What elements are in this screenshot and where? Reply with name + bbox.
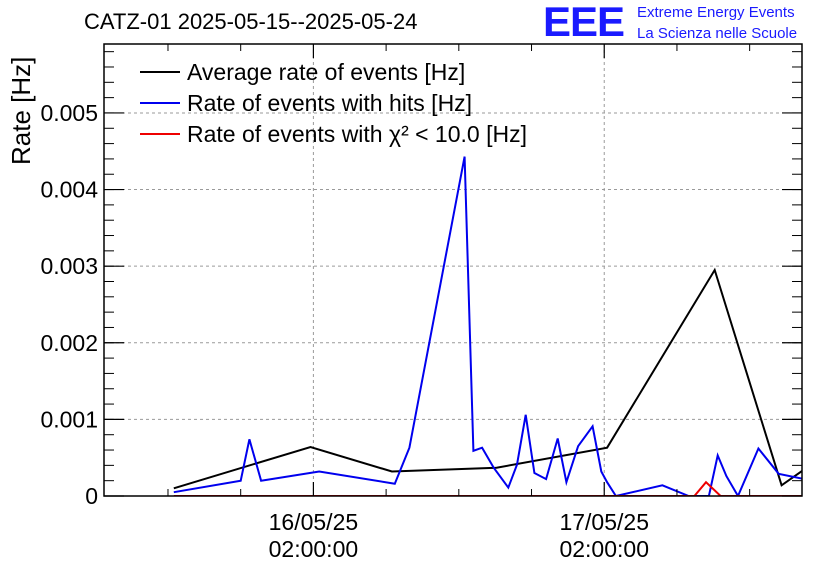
legend-label-1: Average rate of events [Hz]: [187, 59, 465, 85]
legend-label-2: Rate of events with hits [Hz]: [187, 90, 472, 116]
series-line-3: [173, 480, 802, 496]
eee-logo-mark: EEE: [543, 0, 625, 45]
y-tick-label: 0.004: [40, 177, 98, 203]
axis-ticks: [104, 44, 802, 497]
x-tick-label-date: 17/05/25: [559, 509, 649, 535]
series-line-1: [173, 267, 802, 490]
y-axis-label: Rate [Hz]: [6, 57, 36, 165]
plot-frame: [103, 43, 803, 497]
logo-line-1: Extreme Energy Events: [637, 4, 795, 21]
y-tick-label: 0.005: [40, 100, 98, 126]
chart-title: CATZ-01 2025-05-15--2025-05-24: [84, 9, 418, 34]
x-tick-label-time: 02:00:00: [269, 536, 359, 562]
y-tick-label: 0.002: [40, 330, 98, 356]
x-tick-label-date: 16/05/25: [269, 509, 359, 535]
x-tick-label-time: 02:00:00: [559, 536, 649, 562]
logo-line-2: La Scienza nelle Scuole: [637, 25, 798, 42]
y-tick-label: 0: [85, 483, 98, 509]
axis-labels: 00.0010.0020.0030.0040.00516/05/2502:00:…: [40, 100, 649, 562]
legend-label-3: Rate of events with χ² < 10.0 [Hz]: [187, 121, 527, 147]
y-tick-label: 0.003: [40, 253, 98, 279]
y-tick-label: 0.001: [40, 406, 98, 432]
series-lines: [173, 156, 802, 496]
legend: Average rate of events [Hz] Rate of event…: [140, 59, 527, 147]
grid-lines: [104, 44, 802, 496]
series-line-2: [173, 156, 802, 496]
